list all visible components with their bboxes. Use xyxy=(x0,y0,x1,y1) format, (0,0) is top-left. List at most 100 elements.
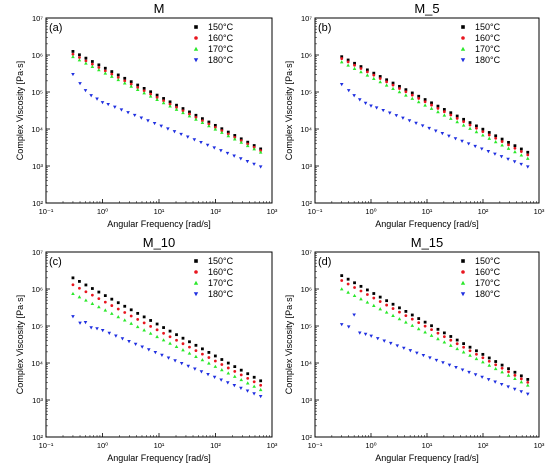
data-point xyxy=(146,348,151,352)
data-point xyxy=(213,123,217,127)
data-point xyxy=(473,373,478,377)
data-point xyxy=(166,356,171,360)
data-point xyxy=(339,287,344,291)
data-point xyxy=(369,104,373,108)
data-point xyxy=(153,351,158,355)
data-point xyxy=(103,308,108,312)
data-point xyxy=(460,368,465,372)
data-point xyxy=(352,293,357,298)
data-point xyxy=(187,114,192,118)
legend-entry: 180°C xyxy=(475,55,501,65)
data-point xyxy=(129,308,133,312)
data-point xyxy=(155,96,159,99)
series-170C xyxy=(71,54,263,154)
data-point xyxy=(467,370,471,375)
data-point xyxy=(83,321,88,325)
data-point xyxy=(207,124,211,128)
data-point xyxy=(404,90,408,94)
legend-marker xyxy=(194,259,198,263)
data-point xyxy=(410,313,414,317)
data-point xyxy=(239,140,244,144)
data-point xyxy=(90,60,94,63)
legend-marker xyxy=(460,58,466,63)
data-point xyxy=(442,108,446,111)
data-point xyxy=(500,143,504,147)
data-point xyxy=(186,364,191,368)
data-point xyxy=(404,88,408,92)
data-point xyxy=(346,89,351,93)
data-point xyxy=(123,311,127,314)
data-point xyxy=(507,143,510,147)
data-point xyxy=(136,83,140,87)
data-point xyxy=(359,67,363,70)
data-point xyxy=(417,94,421,98)
data-point xyxy=(78,321,82,325)
data-point xyxy=(500,370,504,374)
y-tick-label: 10⁵ xyxy=(301,88,312,97)
data-point xyxy=(339,323,344,327)
data-point xyxy=(371,303,376,307)
data-point xyxy=(245,159,250,164)
data-point xyxy=(168,100,172,104)
data-point xyxy=(436,331,440,335)
data-point xyxy=(381,108,385,113)
data-point xyxy=(449,113,453,117)
data-point xyxy=(365,73,370,77)
x-tick-label: 10⁻¹ xyxy=(39,207,54,216)
data-point xyxy=(430,101,433,105)
data-point xyxy=(372,71,376,75)
panel-label: (c) xyxy=(49,256,62,268)
data-point xyxy=(519,162,523,167)
data-point xyxy=(526,153,530,157)
data-point xyxy=(357,98,362,102)
y-tick-label: 10³ xyxy=(301,162,312,171)
data-point xyxy=(385,303,389,307)
data-point xyxy=(97,63,101,67)
data-point xyxy=(220,127,224,131)
data-point xyxy=(77,58,82,62)
data-point xyxy=(352,66,357,70)
data-point xyxy=(494,360,498,363)
legend-marker xyxy=(193,46,199,51)
y-axis-label: Complex Viscosity [Pa·s] xyxy=(284,61,294,160)
data-point xyxy=(77,295,82,299)
panel-label: (d) xyxy=(318,256,331,268)
y-tick-label: 10⁷ xyxy=(32,14,43,23)
series-150C xyxy=(71,50,263,151)
y-tick-label: 10⁶ xyxy=(32,51,43,60)
data-point xyxy=(239,373,243,377)
data-point xyxy=(417,317,421,320)
legend-marker xyxy=(460,292,466,297)
series-180C xyxy=(71,72,263,169)
data-point xyxy=(352,94,356,98)
data-point xyxy=(200,358,205,362)
data-point xyxy=(402,346,406,350)
chart-panel-1: M (a) 10⁻¹ 10⁰ 10¹ 10² 10³ 10² 10³ 10⁴ 10⁵ 10⁶ 10⁷ An… xyxy=(15,1,278,229)
data-point xyxy=(213,354,217,358)
data-point xyxy=(142,321,146,325)
data-point xyxy=(398,84,401,88)
x-tick-label: 10³ xyxy=(267,207,278,216)
data-point xyxy=(353,63,356,67)
data-point xyxy=(395,344,400,348)
data-point xyxy=(226,371,231,375)
data-point xyxy=(519,153,524,157)
data-point xyxy=(142,315,146,319)
data-point xyxy=(365,293,369,296)
series-160C xyxy=(340,279,530,384)
series-160C xyxy=(71,52,263,153)
data-point xyxy=(194,113,198,117)
data-point xyxy=(220,129,224,133)
data-point xyxy=(135,324,140,329)
data-point xyxy=(159,124,164,128)
data-point xyxy=(382,339,387,343)
data-point xyxy=(207,356,211,359)
data-point xyxy=(519,390,524,394)
data-point xyxy=(397,317,402,321)
data-point xyxy=(500,137,504,141)
data-point xyxy=(391,313,395,317)
data-point xyxy=(415,351,419,355)
chart-title: M_10 xyxy=(143,235,176,250)
data-point xyxy=(359,289,363,293)
legend-marker xyxy=(460,46,466,51)
